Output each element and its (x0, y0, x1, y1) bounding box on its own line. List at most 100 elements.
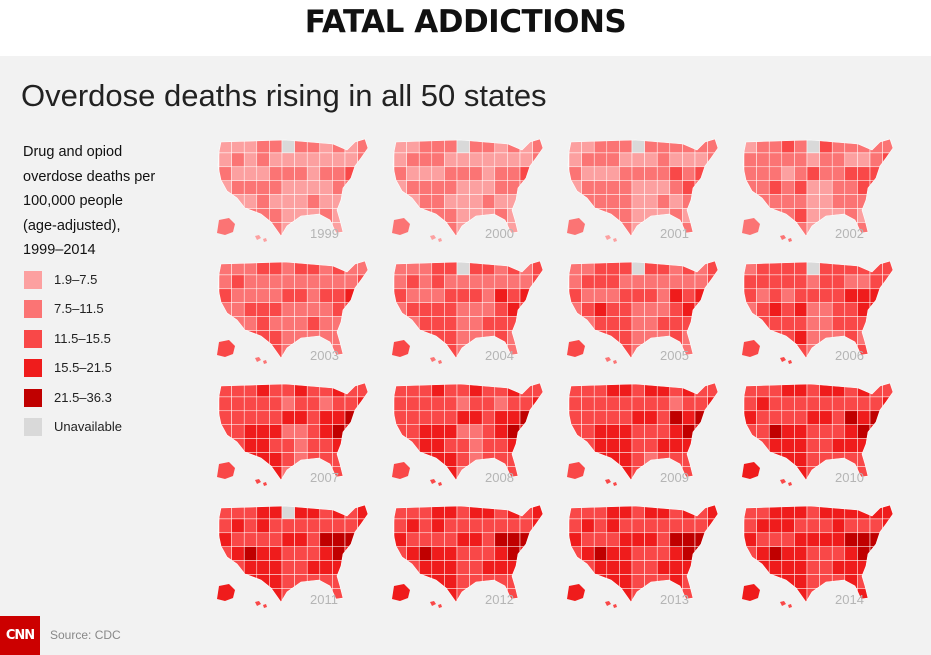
us-choropleth-map (217, 138, 369, 242)
state-region (507, 261, 521, 276)
state-region (269, 344, 283, 358)
us-outline (217, 260, 369, 359)
state-region (431, 274, 445, 290)
us-choropleth-map (217, 382, 369, 486)
year-label: 2005 (660, 348, 689, 363)
state-region (532, 452, 543, 467)
state-region (306, 532, 321, 547)
state-region (456, 574, 470, 589)
state-region (532, 208, 543, 223)
legend-label: Unavailable (54, 419, 122, 434)
state-region (431, 410, 445, 425)
state-region (831, 152, 846, 168)
state-region (694, 410, 708, 425)
state-region (806, 330, 820, 345)
state-region (781, 302, 795, 317)
state-region (756, 574, 770, 589)
alaska-region (217, 462, 235, 479)
state-region (581, 452, 595, 467)
state-region (707, 574, 718, 589)
us-outline (742, 260, 894, 359)
state-region (444, 396, 458, 412)
state-region (794, 152, 808, 168)
state-region (269, 518, 283, 534)
state-region (631, 166, 645, 181)
state-region (857, 396, 871, 412)
us-outline (567, 382, 719, 481)
state-region (844, 560, 858, 575)
state-region (806, 532, 820, 547)
state-region (494, 261, 508, 276)
state-region (819, 396, 833, 412)
state-region (844, 261, 858, 276)
state-region (444, 574, 458, 589)
state-region (644, 302, 658, 317)
state-region (418, 574, 433, 589)
state-region (694, 588, 708, 602)
state-region (619, 222, 633, 236)
state-region (669, 505, 683, 520)
state-region (656, 518, 671, 534)
state-region (456, 466, 470, 480)
state-region (593, 410, 608, 425)
state-region (707, 166, 718, 181)
state-region (243, 288, 258, 303)
state-region (593, 152, 608, 168)
state-region (806, 344, 820, 358)
state-region (682, 274, 696, 290)
state-region (406, 396, 420, 412)
hawaii-region (780, 601, 792, 608)
state-region (831, 532, 846, 547)
state-region (669, 139, 683, 154)
state-region (256, 274, 270, 290)
source-note: Source: CDC (50, 628, 121, 642)
state-region (344, 166, 358, 181)
state-region (869, 316, 883, 331)
state-region (319, 546, 333, 561)
state-region (819, 302, 833, 317)
state-region (344, 222, 358, 236)
state-region (469, 344, 483, 358)
state-region (281, 180, 295, 195)
state-region (656, 330, 671, 345)
state-region (694, 532, 708, 547)
state-region (444, 588, 458, 602)
state-region (481, 505, 496, 520)
state-region (256, 438, 270, 453)
state-region (469, 302, 483, 317)
state-region (469, 180, 483, 195)
state-region (794, 410, 808, 425)
state-region (481, 330, 496, 345)
state-region (656, 194, 671, 209)
state-region (306, 288, 321, 303)
state-region (794, 261, 808, 276)
state-region (707, 139, 718, 154)
state-region (756, 208, 770, 223)
state-region (281, 261, 295, 276)
state-region (606, 274, 620, 290)
state-region (844, 316, 858, 331)
state-region (743, 383, 757, 398)
state-region (694, 560, 708, 575)
state-region (519, 222, 533, 236)
state-region (619, 288, 633, 303)
state-region (619, 518, 633, 534)
state-region (743, 194, 757, 209)
state-region (431, 344, 445, 358)
state-region (243, 302, 258, 317)
state-region (857, 505, 871, 520)
state-region (456, 424, 470, 439)
state-region (532, 424, 543, 439)
state-region (806, 194, 820, 209)
state-region (456, 194, 470, 209)
state-region (406, 208, 420, 223)
state-region (831, 166, 846, 181)
state-region (306, 302, 321, 317)
state-region (844, 166, 858, 181)
state-region (281, 574, 295, 589)
state-region (494, 505, 508, 520)
state-region (243, 532, 258, 547)
state-region (707, 222, 718, 236)
legend-swatch (24, 418, 42, 436)
state-region (781, 466, 795, 480)
